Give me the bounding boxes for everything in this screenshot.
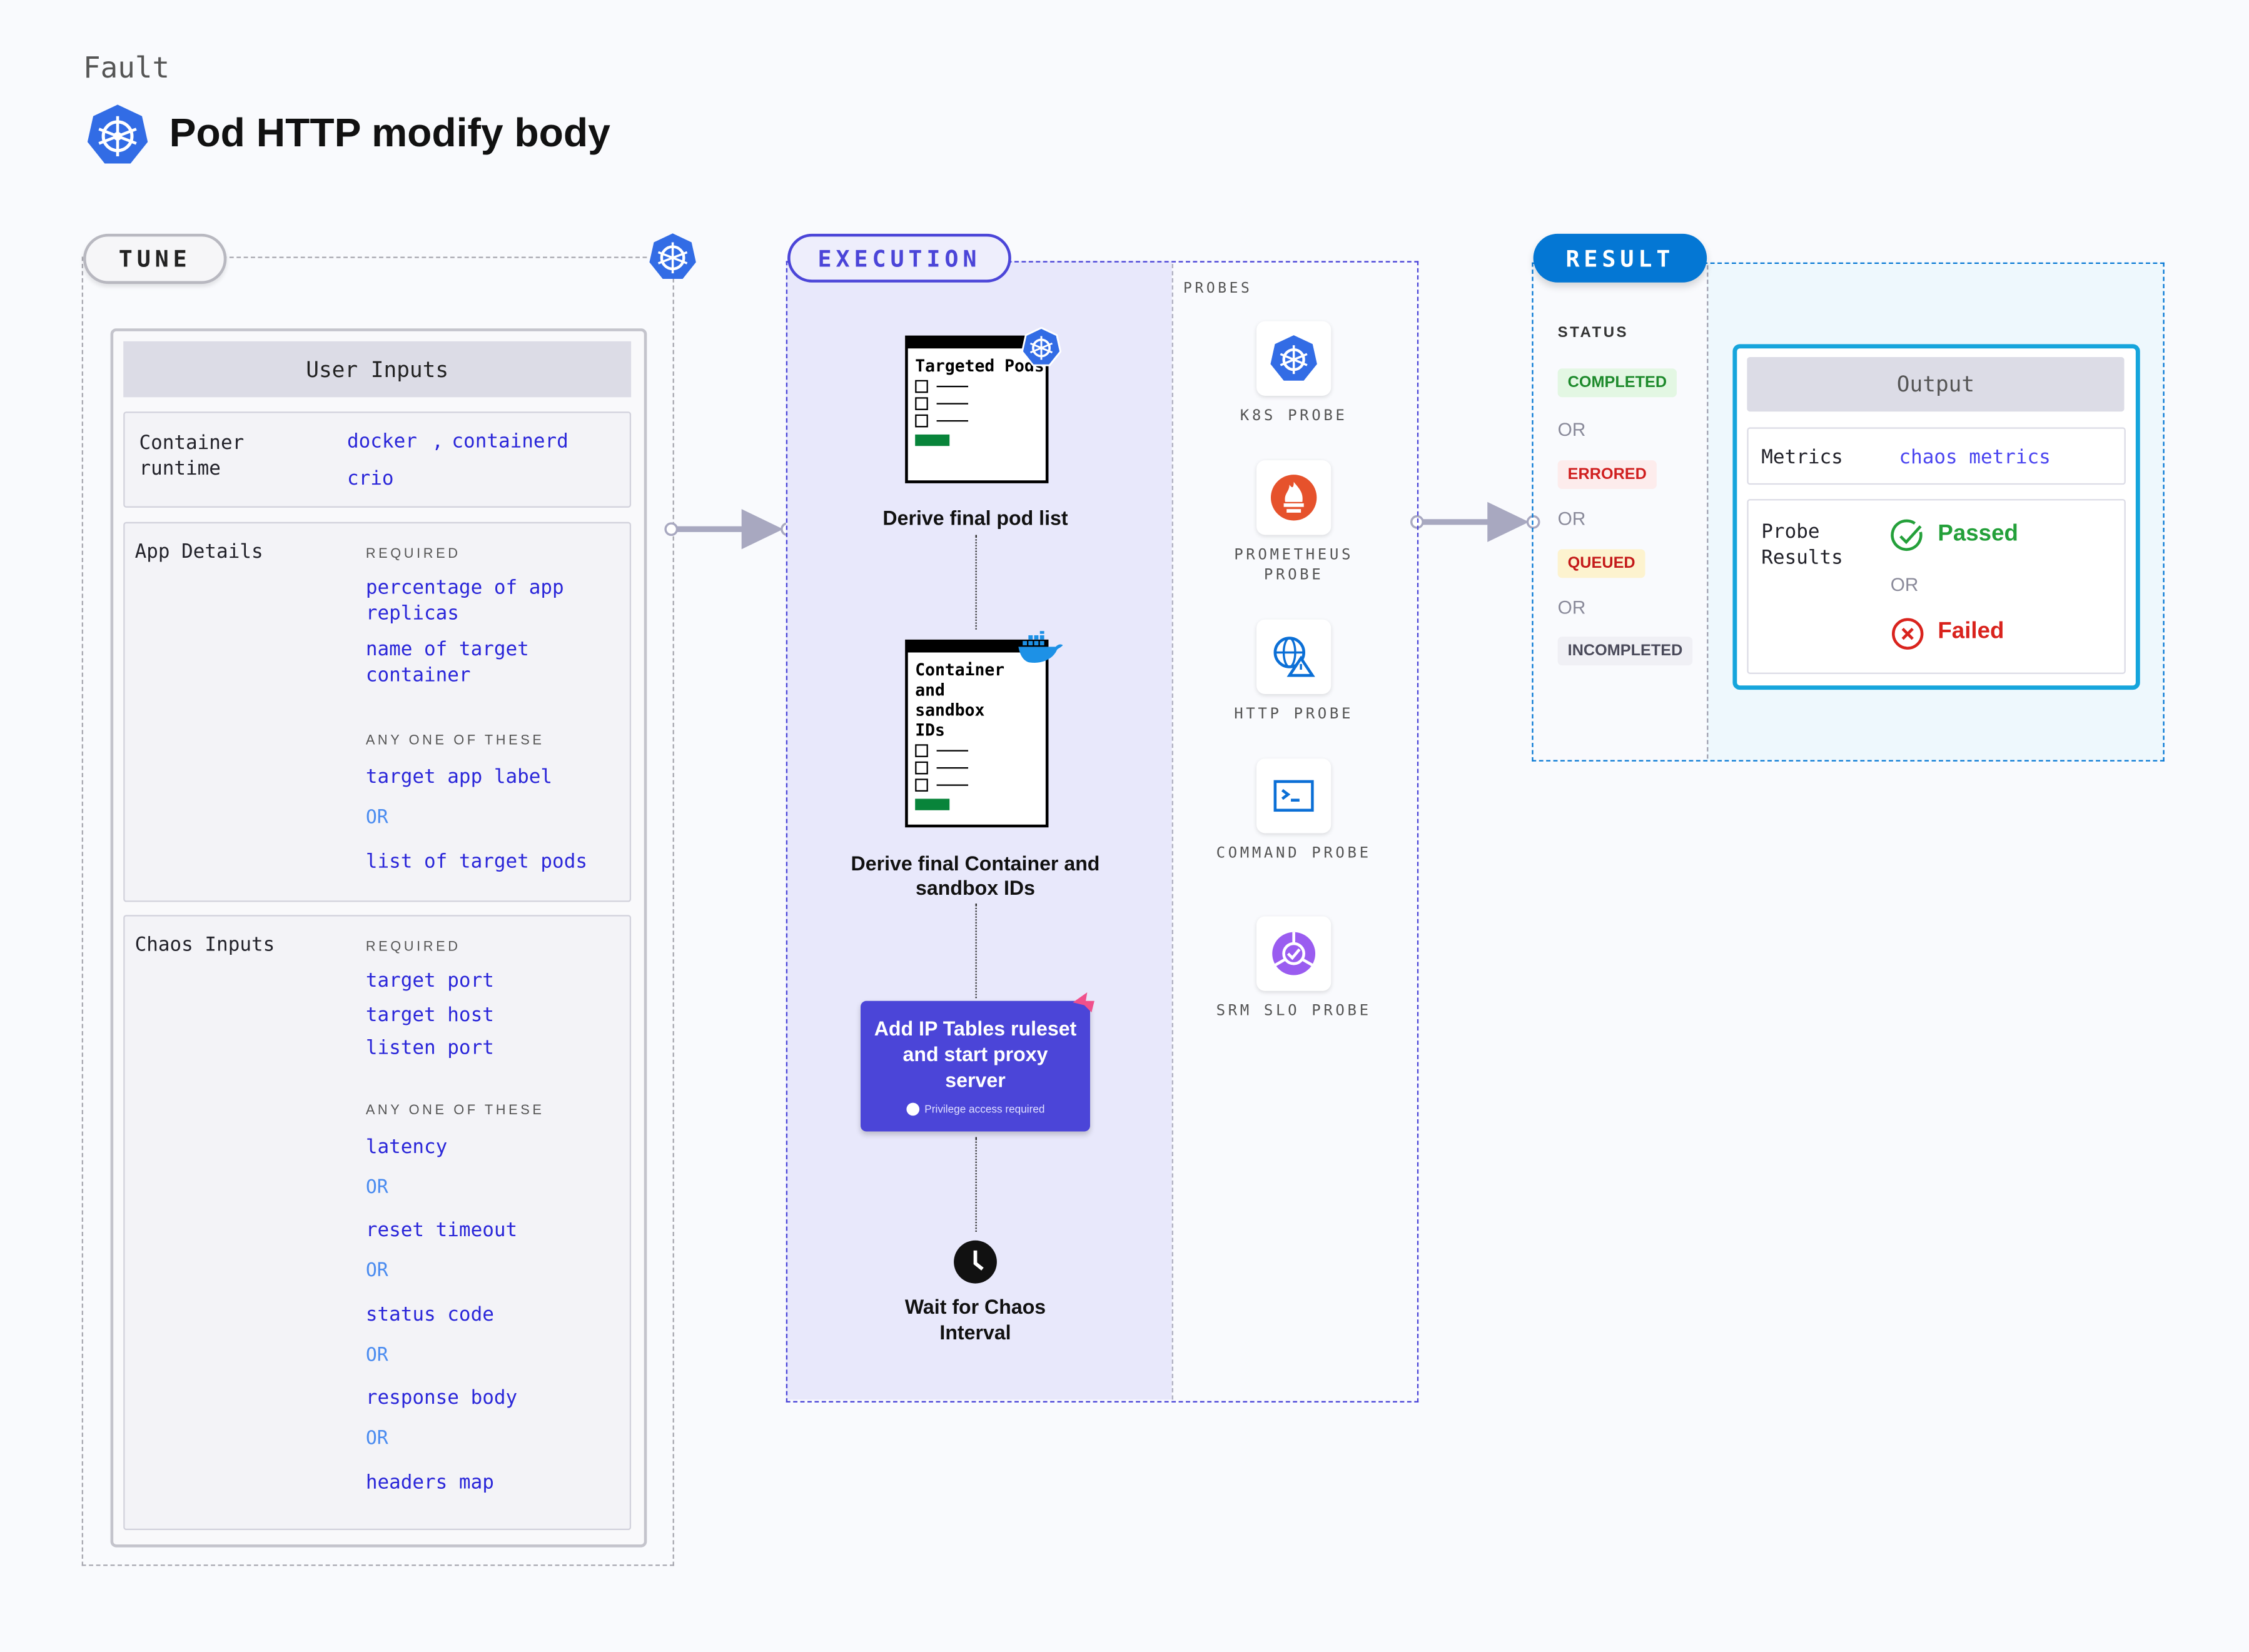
result-section xyxy=(1532,262,2165,762)
or-label: OR xyxy=(1557,507,1586,530)
step-caption: Wait for Chaos Interval xyxy=(904,1294,1046,1344)
command-probe-tile[interactable] xyxy=(1256,758,1332,834)
clock-icon xyxy=(954,1240,997,1284)
probes-label: PROBES xyxy=(1183,281,1253,297)
param-status-code: status code xyxy=(365,1303,494,1327)
page-title: Pod HTTP modify body xyxy=(169,110,610,155)
param-percentage-of-app-replicas: percentage of app replicas xyxy=(365,576,564,625)
http-probe-tile[interactable] xyxy=(1256,619,1332,695)
targeted-pods-doc: Targeted Pods xyxy=(905,335,1049,483)
harness-icon xyxy=(1073,992,1094,1013)
step-caption: Derive final pod list xyxy=(882,506,1068,530)
runtime-crio: crio xyxy=(347,467,394,491)
execution-section xyxy=(786,261,1419,1403)
doc-title: Targeted Pods xyxy=(915,355,1044,376)
param-target-host: target host xyxy=(365,1004,494,1027)
probe-label: K8S PROBE xyxy=(1240,407,1348,425)
container-runtime-card xyxy=(123,411,632,508)
iptables-step-card: Add IP Tables ruleset and start proxy se… xyxy=(861,1000,1090,1132)
required-caption: REQUIRED xyxy=(365,939,461,955)
probe-results-label: Probe Results xyxy=(1761,520,1843,570)
runtime-containerd: containerd xyxy=(452,430,569,453)
privilege-note: Privilege access required xyxy=(924,1102,1045,1116)
status-errored-badge: ERRORED xyxy=(1557,460,1657,490)
step-caption: Derive final Container and sandbox IDs xyxy=(851,852,1100,899)
passed-label: Passed xyxy=(1938,521,2018,546)
probe-label: SRM SLO PROBE xyxy=(1216,1002,1372,1020)
step-title: Add IP Tables ruleset and start proxy se… xyxy=(874,1017,1077,1092)
user-inputs-header: User Inputs xyxy=(123,341,632,398)
app-details-label: App Details xyxy=(134,540,263,564)
or-label: OR xyxy=(365,1428,388,1450)
check-circle-icon xyxy=(1891,519,1923,552)
or-label: OR xyxy=(365,1177,388,1199)
param-name-of-target-container: name of target container xyxy=(365,638,529,687)
x-circle-icon xyxy=(1891,618,1924,650)
chaos-inputs-card xyxy=(123,915,632,1531)
app-details-card xyxy=(123,521,632,902)
lock-icon xyxy=(906,1102,919,1116)
param-response-body: response body xyxy=(365,1386,518,1410)
chaos-inputs-label: Chaos Inputs xyxy=(134,934,275,957)
or-label: OR xyxy=(365,1345,388,1367)
kicker: Fault xyxy=(83,50,170,85)
param-latency: latency xyxy=(365,1136,448,1159)
or-label: OR xyxy=(1890,573,1919,595)
srm-icon xyxy=(1272,932,1316,975)
container-ids-doc: Container and sandbox IDs xyxy=(905,639,1049,828)
metrics-label: Metrics xyxy=(1761,446,1843,469)
k8s-probe-tile[interactable] xyxy=(1256,321,1332,396)
param-listen-port: listen port xyxy=(365,1037,494,1060)
arrow-execution-to-result xyxy=(1410,501,1540,542)
arrow-tune-to-execution xyxy=(664,509,794,550)
or-label: OR xyxy=(1557,418,1586,441)
any-caption: ANY ONE OF THESE xyxy=(365,732,545,749)
runtime-docker: docker xyxy=(347,430,417,453)
metrics-value: chaos metrics xyxy=(1899,446,2051,469)
kubernetes-icon xyxy=(649,233,696,279)
or-label: OR xyxy=(365,1260,388,1282)
param-reset-timeout: reset timeout xyxy=(365,1219,518,1242)
kubernetes-icon xyxy=(1270,335,1317,381)
terminal-icon xyxy=(1273,780,1314,812)
status-label: STATUS xyxy=(1557,324,1629,341)
required-caption: REQUIRED xyxy=(365,546,461,563)
any-caption: ANY ONE OF THESE xyxy=(365,1102,545,1119)
docker-icon xyxy=(1018,631,1063,663)
status-incompleted-badge: INCOMPLETED xyxy=(1557,637,1693,666)
param-list-of-target-pods: list of target pods xyxy=(365,850,588,874)
output-header: Output xyxy=(1747,357,2125,412)
prometheus-probe-tile[interactable] xyxy=(1256,460,1332,535)
container-runtime-label: Container runtime xyxy=(139,431,245,481)
tune-pill: TUNE xyxy=(83,233,227,285)
runtime-separator: , xyxy=(432,430,443,453)
doc-title: Container and sandbox IDs xyxy=(915,659,1005,740)
metrics-row xyxy=(1747,427,2126,485)
failed-label: Failed xyxy=(1938,619,2004,644)
probe-label: COMMAND PROBE xyxy=(1216,844,1372,862)
probe-results-row xyxy=(1747,499,2126,674)
status-completed-badge: COMPLETED xyxy=(1557,368,1677,398)
probe-label: HTTP PROBE xyxy=(1234,705,1354,723)
param-headers-map: headers map xyxy=(365,1471,494,1494)
param-target-port: target port xyxy=(365,969,494,993)
or-label: OR xyxy=(1557,597,1586,618)
execution-pill: EXECUTION xyxy=(787,233,1011,283)
kubernetes-icon xyxy=(1021,326,1062,366)
prometheus-icon xyxy=(1270,475,1317,521)
kubernetes-icon xyxy=(87,104,148,164)
or-label: OR xyxy=(365,807,388,829)
srm-slo-probe-tile[interactable] xyxy=(1256,916,1332,991)
globe-warning-icon xyxy=(1273,637,1315,677)
param-target-app-label: target app label xyxy=(365,765,553,789)
status-queued-badge: QUEUED xyxy=(1557,549,1645,578)
probe-label: PROMETHEUS PROBE xyxy=(1234,546,1354,584)
result-pill: RESULT xyxy=(1533,233,1707,283)
tune-section xyxy=(81,256,674,1566)
